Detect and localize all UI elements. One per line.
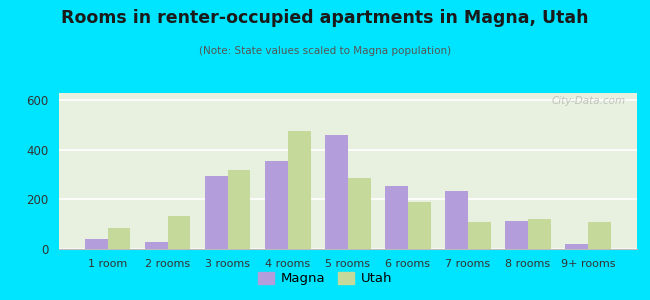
- Bar: [168, 216, 190, 249]
- Bar: [205, 176, 228, 249]
- Bar: [348, 178, 370, 249]
- Bar: [145, 242, 168, 249]
- Bar: [108, 228, 131, 249]
- Text: City-Data.com: City-Data.com: [551, 96, 625, 106]
- Bar: [445, 191, 468, 249]
- Bar: [565, 244, 588, 249]
- Legend: Magna, Utah: Magna, Utah: [253, 266, 397, 290]
- Bar: [385, 186, 408, 249]
- Bar: [468, 222, 491, 249]
- Text: Rooms in renter-occupied apartments in Magna, Utah: Rooms in renter-occupied apartments in M…: [61, 9, 589, 27]
- Bar: [84, 239, 108, 249]
- Bar: [325, 135, 348, 249]
- Bar: [528, 219, 551, 249]
- Bar: [588, 222, 611, 249]
- Text: (Note: State values scaled to Magna population): (Note: State values scaled to Magna popu…: [199, 46, 451, 56]
- Bar: [288, 131, 311, 249]
- Bar: [408, 202, 430, 249]
- Bar: [227, 170, 250, 249]
- Bar: [505, 220, 528, 249]
- Bar: [265, 161, 288, 249]
